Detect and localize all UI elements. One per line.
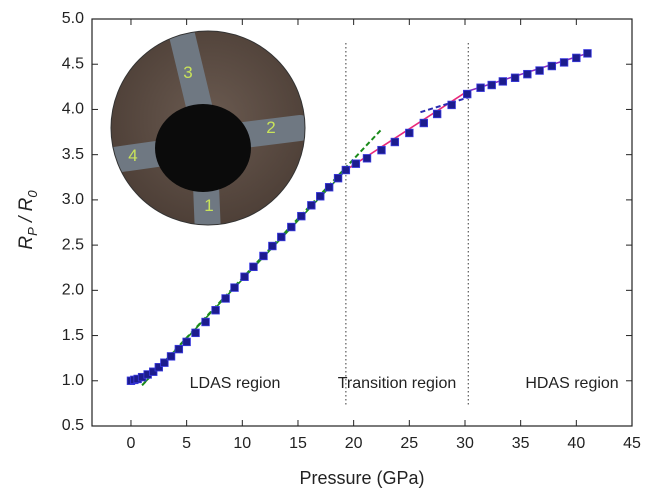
data-point bbox=[174, 344, 184, 354]
data-point bbox=[249, 262, 258, 272]
y-tick-label: 5.0 bbox=[62, 10, 84, 27]
y-label-part: / R bbox=[16, 197, 37, 227]
data-point bbox=[351, 159, 361, 168]
data-point bbox=[476, 83, 485, 92]
y-tick-label: 1.0 bbox=[62, 372, 84, 389]
data-point bbox=[166, 352, 176, 361]
x-tick-label: 15 bbox=[289, 435, 307, 452]
x-tick-label: 35 bbox=[512, 435, 530, 452]
x-tick-label: 40 bbox=[567, 435, 585, 452]
data-point bbox=[149, 367, 158, 376]
data-point bbox=[547, 61, 557, 71]
x-tick-label: 20 bbox=[345, 435, 363, 452]
data-point bbox=[447, 100, 456, 110]
data-point bbox=[154, 363, 164, 372]
data-point bbox=[268, 241, 277, 251]
data-point bbox=[432, 109, 442, 119]
y-label-part: R bbox=[16, 236, 37, 250]
x-tick-label: 5 bbox=[182, 435, 191, 452]
inset-border bbox=[110, 30, 306, 226]
data-point bbox=[405, 128, 414, 138]
data-point bbox=[362, 154, 372, 163]
data-point bbox=[390, 137, 400, 147]
y-axis-label: RP / R0 bbox=[16, 190, 40, 250]
x-axis-label: Pressure (GPa) bbox=[299, 468, 424, 488]
data-point bbox=[510, 73, 520, 82]
y-tick-label: 3.0 bbox=[62, 191, 84, 208]
data-point bbox=[535, 66, 544, 75]
data-point bbox=[277, 232, 286, 242]
inset-label: 2 bbox=[266, 118, 275, 137]
data-point bbox=[463, 89, 472, 99]
data-point bbox=[160, 358, 169, 367]
data-point bbox=[316, 192, 325, 201]
data-point bbox=[419, 118, 428, 128]
data-point bbox=[191, 328, 200, 338]
data-point bbox=[487, 80, 496, 90]
fit-line bbox=[420, 95, 471, 114]
x-tick-label: 25 bbox=[400, 435, 418, 452]
inset-label: 4 bbox=[128, 146, 137, 165]
y-tick-label: 1.5 bbox=[62, 327, 84, 344]
data-point bbox=[324, 183, 334, 192]
data-point bbox=[498, 77, 508, 86]
data-point bbox=[523, 69, 532, 79]
y-tick-label: 2.0 bbox=[62, 282, 84, 299]
data-point bbox=[341, 165, 351, 175]
x-tick-label: 30 bbox=[456, 435, 474, 452]
region-label: LDAS region bbox=[190, 375, 281, 392]
data-point bbox=[240, 272, 249, 281]
inset-sample bbox=[155, 104, 251, 192]
data-point bbox=[583, 49, 592, 58]
y-tick-label: 0.5 bbox=[62, 417, 84, 434]
data-point bbox=[377, 145, 386, 155]
data-point bbox=[211, 306, 220, 315]
data-point bbox=[259, 251, 268, 261]
data-point bbox=[287, 222, 296, 232]
data-point bbox=[201, 317, 210, 327]
plot-frame bbox=[91, 18, 633, 427]
inset-label: 3 bbox=[183, 63, 192, 82]
x-tick-label: 10 bbox=[233, 435, 251, 452]
region-label: Transition region bbox=[338, 375, 457, 392]
data-point bbox=[230, 283, 239, 292]
data-point bbox=[559, 58, 569, 67]
x-tick-label: 45 bbox=[623, 435, 641, 452]
y-label-part: 0 bbox=[25, 190, 40, 198]
y-tick-label: 2.5 bbox=[62, 236, 84, 253]
y-tick-label: 4.5 bbox=[62, 55, 84, 72]
inset-photo: 1 2 3 4 bbox=[110, 30, 306, 226]
y-tick-label: 4.0 bbox=[62, 101, 84, 118]
data-point bbox=[307, 201, 316, 210]
y-tick-label: 3.5 bbox=[62, 146, 84, 163]
inset-label: 1 bbox=[204, 196, 213, 215]
y-label-part: P bbox=[25, 227, 40, 236]
data-point bbox=[182, 337, 191, 347]
data-point bbox=[333, 173, 343, 183]
region-label: HDAS region bbox=[525, 375, 618, 392]
data-point bbox=[221, 294, 230, 303]
x-tick-label: 0 bbox=[127, 435, 136, 452]
data-point bbox=[572, 53, 581, 63]
data-point bbox=[297, 211, 306, 221]
